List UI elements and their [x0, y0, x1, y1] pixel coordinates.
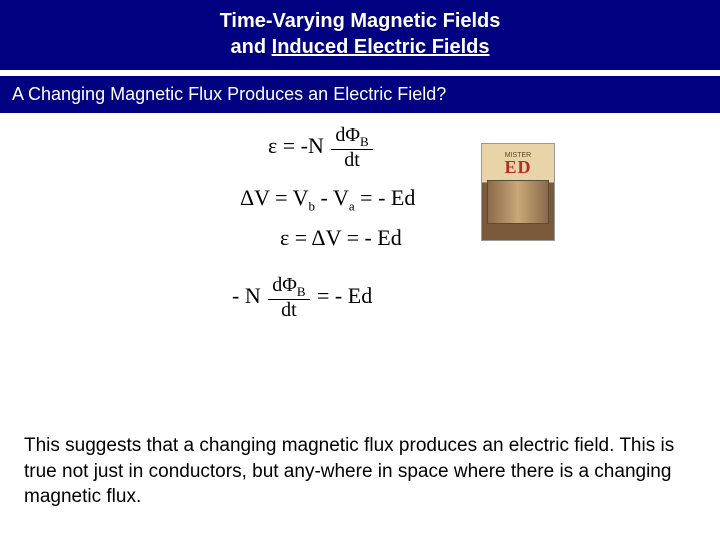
eq2-part1: ΔV = V — [240, 185, 309, 210]
eq2-rhs: = - Ed — [355, 185, 416, 210]
slide-title-bar: Time-Varying Magnetic Fields and Induced… — [0, 0, 720, 70]
subtitle-text: A Changing Magnetic Flux Produces an Ele… — [12, 84, 446, 104]
eq1-den: dt — [331, 150, 372, 171]
equation-3: ε = ΔV = - Ed — [280, 225, 402, 251]
title-prefix: and — [231, 36, 272, 58]
eq4-lhs: - N — [232, 283, 261, 308]
eq4-fraction: dΦB dt — [268, 275, 309, 321]
equation-2: ΔV = Vb - Va = - Ed — [240, 185, 415, 214]
body-paragraph: This suggests that a changing magnetic f… — [24, 433, 696, 510]
poster-photo — [487, 180, 549, 224]
equations-region: ε = -N dΦB dt ΔV = Vb - Va = - Ed ε = ΔV… — [0, 113, 720, 373]
poster-image: MISTER ED — [481, 143, 555, 241]
eq1-fraction: dΦB dt — [331, 125, 372, 171]
title-line-1: Time-Varying Magnetic Fields — [0, 8, 720, 34]
slide: Time-Varying Magnetic Fields and Induced… — [0, 0, 720, 540]
eq3-text: ε = ΔV = - Ed — [280, 225, 402, 250]
eq2-mid: - V — [315, 185, 349, 210]
eq1-num-sub: B — [360, 134, 369, 149]
poster-title: ED — [482, 157, 554, 178]
eq1-lhs: ε = -N — [268, 133, 324, 158]
eq4-rhs: = - Ed — [317, 283, 372, 308]
title-line-2: and Induced Electric Fields — [0, 34, 720, 60]
equation-1: ε = -N dΦB dt — [268, 125, 375, 171]
eq1-num: dΦ — [335, 124, 360, 146]
equation-4: - N dΦB dt = - Ed — [232, 275, 372, 321]
eq4-den: dt — [268, 300, 309, 321]
subtitle-bar: A Changing Magnetic Flux Produces an Ele… — [0, 76, 720, 113]
title-underlined: Induced Electric Fields — [272, 36, 490, 58]
eq4-num: dΦ — [272, 274, 297, 296]
eq4-num-sub: B — [297, 284, 306, 299]
